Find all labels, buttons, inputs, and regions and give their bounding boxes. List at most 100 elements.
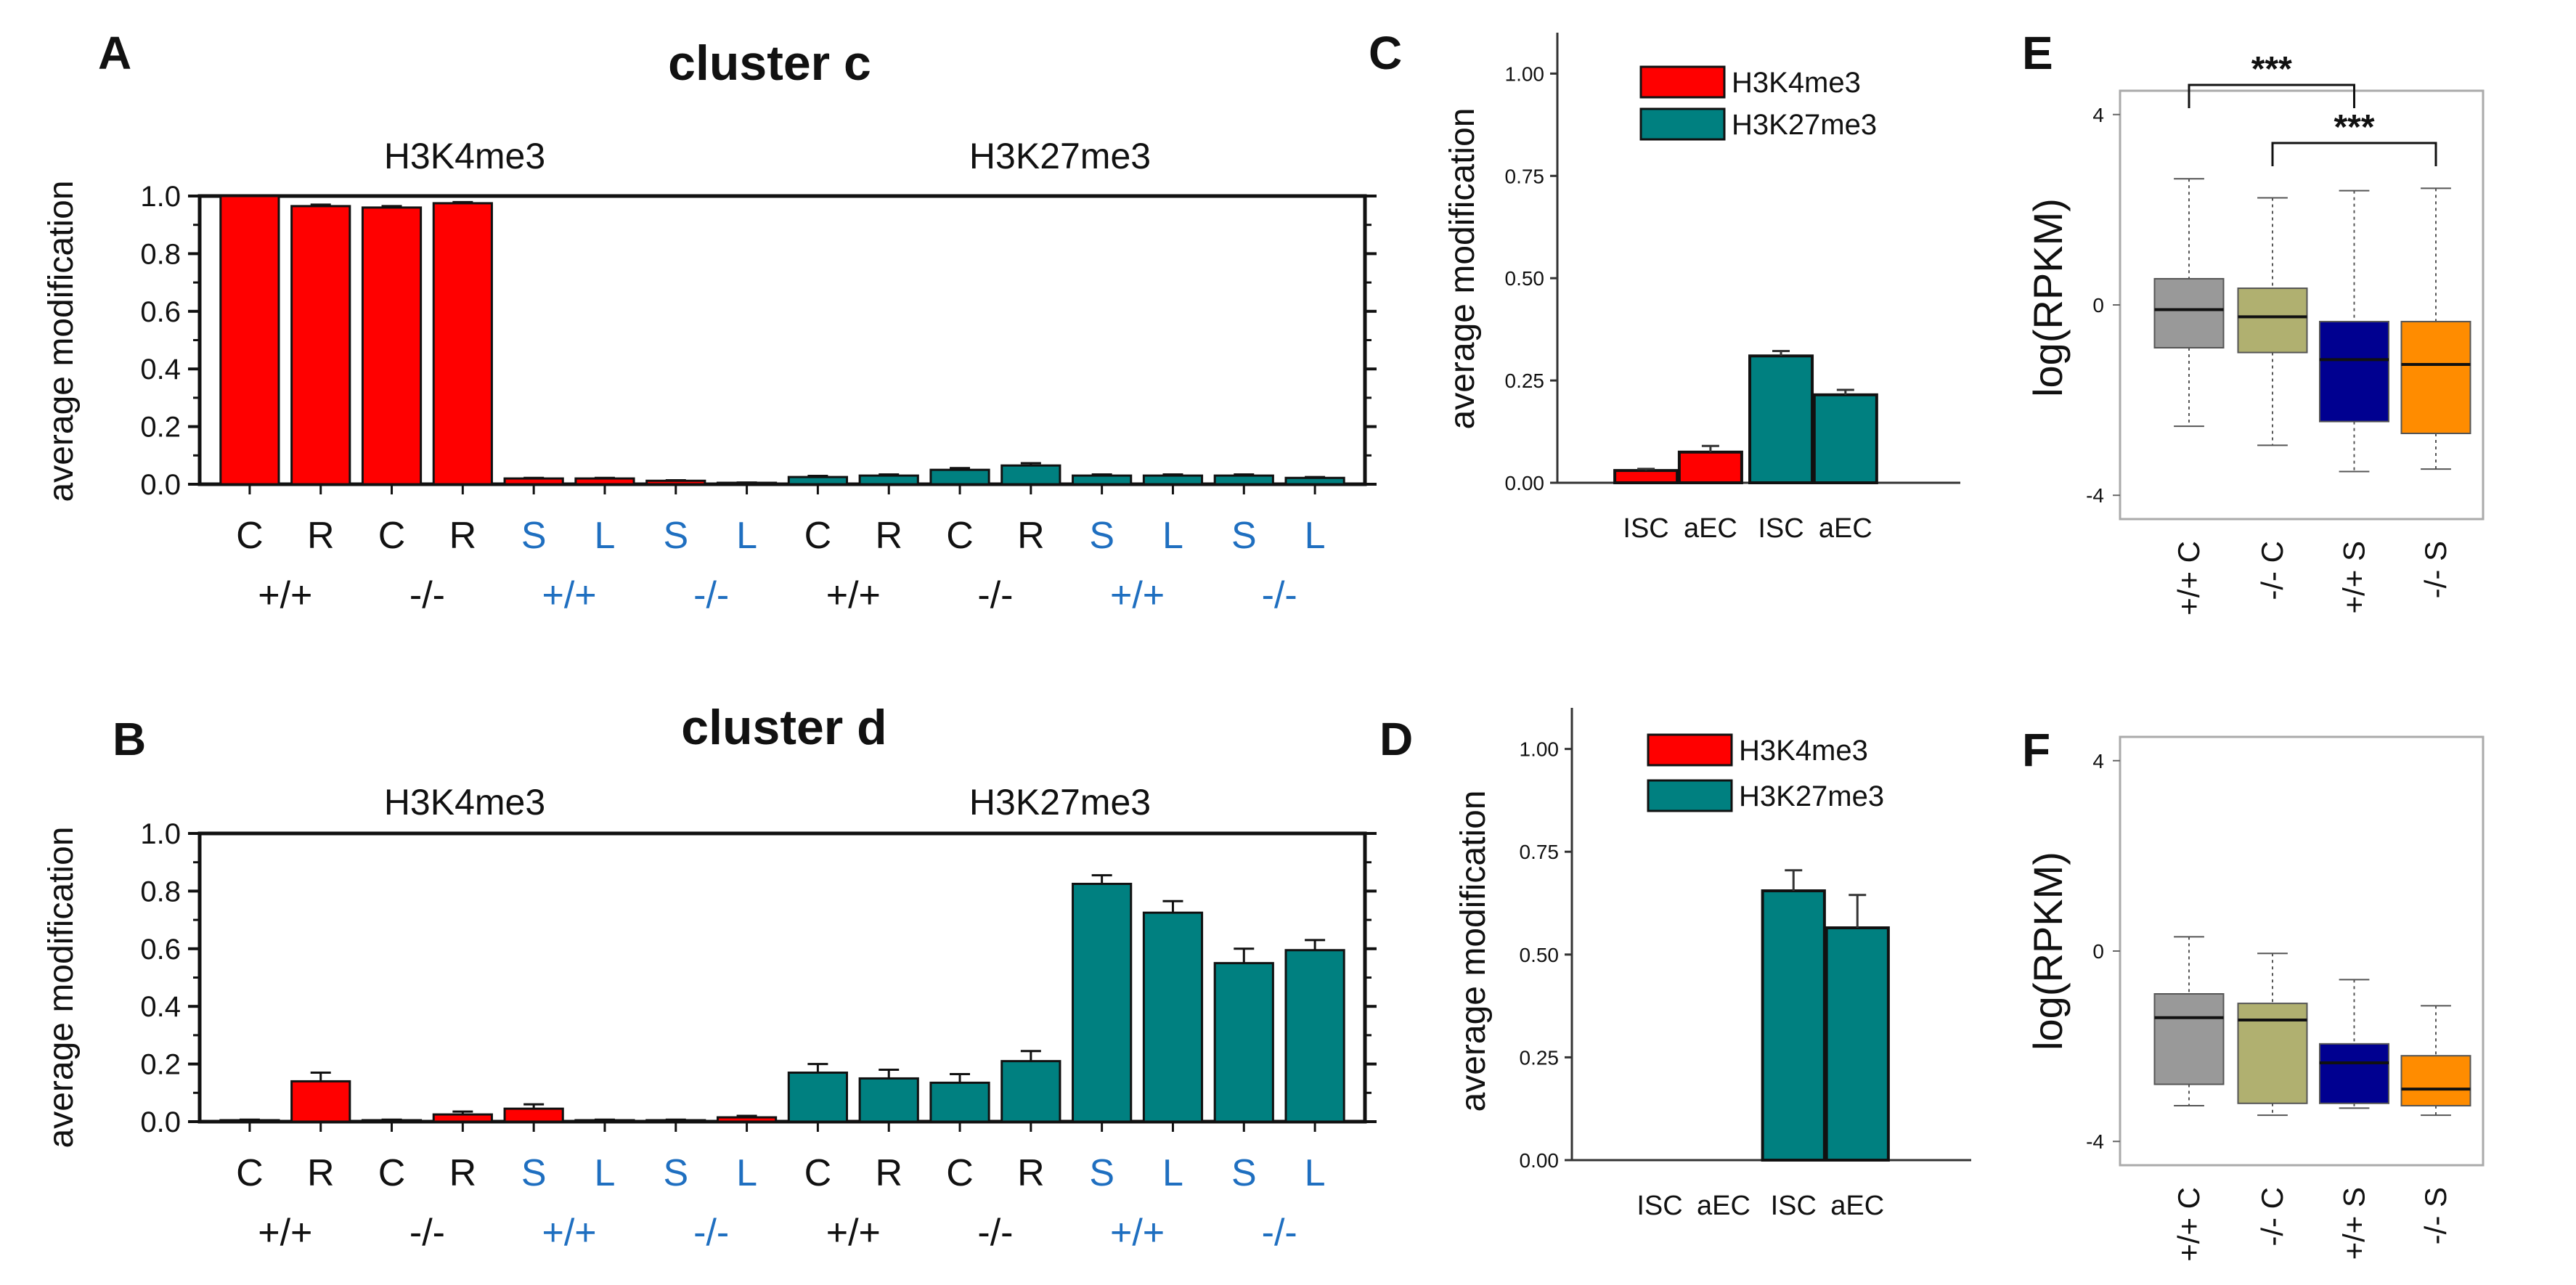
chart-a-ytick-label-2: 0.4: [140, 354, 181, 386]
chart-c-xtick-label-0: ISC: [1623, 513, 1668, 544]
legend-label-d-h3k4me3: H3K4me3: [1739, 735, 1868, 767]
chart-b-xtick-label-2: C: [378, 1152, 406, 1194]
chart-c-ytick-label-0: 0.00: [1505, 472, 1545, 494]
chart-a-xtick-label-6: S: [663, 515, 688, 557]
chart-f-box-1: [2237, 1003, 2308, 1104]
chart-b-ytick-label-5: 1.0: [140, 818, 181, 850]
chart-b-xtick-label-0: C: [236, 1152, 264, 1194]
group-label-b-h3k4me3: H3K4me3: [384, 782, 545, 823]
chart-b-bar-7: [716, 1116, 778, 1123]
chart-d-bar-3: [1825, 926, 1890, 1162]
chart-e-ytick-label-1: 0: [2092, 294, 2104, 317]
chart-b-bar-13: [1142, 911, 1204, 1123]
chart-b-genotype-label-2: +/+: [542, 1212, 596, 1254]
chart-d-ytick-label-1: 0.25: [1520, 1046, 1560, 1069]
chart-a-xtick-label-3: R: [449, 515, 477, 557]
chart-b-xtick-label-6: S: [663, 1152, 688, 1194]
chart-b-xtick-label-14: S: [1231, 1152, 1257, 1194]
chart-e-ytick-label-2: -4: [2086, 484, 2104, 507]
chart-b-ytick-label-2: 0.4: [140, 991, 181, 1023]
chart-a-ytick-label-0: 0.0: [140, 469, 181, 501]
chart-d-bar-2: [1761, 889, 1826, 1162]
panel-label-b: B: [113, 713, 146, 765]
chart-b-xtick-label-1: R: [307, 1152, 335, 1194]
chart-a-genotype-label-6: +/+: [1110, 574, 1165, 616]
chart-a-bar-11: [1000, 464, 1061, 486]
chart-a-xtick-label-9: R: [875, 515, 902, 557]
chart-b-xtick-label-13: L: [1162, 1152, 1183, 1194]
chart-a-xtick-label-12: S: [1089, 515, 1114, 557]
chart-b-genotype-label-5: -/-: [977, 1212, 1013, 1254]
chart-b-xtick-label-15: L: [1305, 1152, 1326, 1194]
chart-e-box-0: [2153, 277, 2225, 349]
chart-a-bar-6: [645, 479, 706, 486]
group-label-a-h3k4me3: H3K4me3: [384, 136, 545, 176]
chart-e-xtick-label-2: +/+ S: [2337, 541, 2371, 613]
chart-b-ytick-label-1: 0.2: [140, 1049, 181, 1081]
chart-a-bar-1: [290, 205, 351, 486]
panel-label-e: E: [2022, 27, 2053, 79]
chart-a-xtick-label-4: S: [521, 515, 547, 557]
chart-b-genotype-label-6: +/+: [1110, 1212, 1165, 1254]
chart-a-genotype-label-3: -/-: [693, 574, 729, 616]
chart-b-xtick-label-5: L: [595, 1152, 616, 1194]
chart-d-xtick-label-2: ISC: [1771, 1191, 1817, 1221]
chart-b-bar-4: [503, 1107, 564, 1123]
panel-label-c: C: [1369, 27, 1402, 79]
chart-e-significance-stars-1: ***: [2334, 108, 2374, 147]
chart-c-xtick-label-1: aEC: [1684, 513, 1737, 544]
chart-d-xtick-label-0: ISC: [1637, 1191, 1682, 1221]
chart-f-ytick-label-1: 0: [2092, 940, 2104, 963]
panel-label-d: D: [1379, 713, 1413, 765]
chart-a-genotype-label-0: +/+: [258, 574, 312, 616]
chart-c-xtick-label-3: aEC: [1819, 513, 1872, 544]
chart-b-xtick-label-8: C: [804, 1152, 832, 1194]
chart-b-bar-15: [1284, 949, 1345, 1123]
chart-d-ytick-label-2: 0.50: [1520, 944, 1560, 966]
legend-swatch-c-h3k27me3: [1639, 107, 1726, 141]
chart-f-xtick-label-2: +/+ S: [2337, 1187, 2371, 1260]
chart-b-ytick-label-4: 0.8: [140, 876, 181, 907]
chart-e-box-3: [2400, 320, 2471, 435]
chart-a-xtick-label-2: C: [378, 515, 406, 557]
chart-d-xtick-label-1: aEC: [1697, 1191, 1750, 1221]
chart-b-genotype-label-0: +/+: [258, 1212, 312, 1254]
chart-b-xtick-label-9: R: [875, 1152, 902, 1194]
chart-a-genotype-label-5: -/-: [977, 574, 1013, 616]
chart-f-box-2: [2319, 1043, 2389, 1104]
chart-a-bar-9: [858, 474, 919, 486]
group-label-b-h3k27me3: H3K27me3: [969, 782, 1151, 823]
chart-title-b: cluster d: [681, 700, 886, 755]
chart-e-ytick-label-0: 4: [2092, 104, 2104, 126]
y-axis-title-c: average modification: [1443, 108, 1482, 430]
panel-label-a: A: [98, 27, 131, 79]
chart-b-ytick-label-0: 0.0: [140, 1106, 181, 1138]
chart-a-bar-10: [929, 468, 990, 486]
chart-b-xtick-label-11: R: [1017, 1152, 1045, 1194]
chart-a-xtick-label-13: L: [1162, 515, 1183, 557]
legend-label-c-h3k27me3: H3K27me3: [1732, 109, 1877, 141]
chart-f-box-3: [2400, 1055, 2471, 1107]
plot-area-c: 0.00 0.25 0.50 0.75 1.00 ISC aEC ISC aEC: [1505, 33, 1960, 544]
chart-b-bar-9: [858, 1077, 919, 1123]
chart-f-box-0: [2153, 993, 2225, 1085]
chart-e-xtick-label-0: +/+ C: [2172, 541, 2206, 616]
y-axis-title-e: log(RPKM): [2025, 198, 2071, 397]
chart-a-genotype-label-7: -/-: [1262, 574, 1297, 616]
chart-b-genotype-label-1: -/-: [409, 1212, 445, 1254]
chart-a-xtick-label-11: R: [1017, 515, 1045, 557]
chart-b-xtick-label-12: S: [1089, 1152, 1114, 1194]
legend-swatch-d-h3k4me3: [1647, 733, 1733, 767]
chart-f-xtick-label-3: -/- S: [2418, 1187, 2453, 1244]
group-label-a-h3k27me3: H3K27me3: [969, 136, 1151, 176]
chart-title-a: cluster c: [668, 36, 871, 91]
chart-a-bar-13: [1142, 474, 1204, 486]
plot-area-d: 0.00 0.25 0.50 0.75 1.00 ISC aEC ISC aEC: [1520, 708, 1971, 1221]
chart-a-bar-15: [1284, 476, 1345, 486]
chart-b-xtick-label-4: S: [521, 1152, 547, 1194]
chart-f-xtick-label-1: -/- C: [2255, 1187, 2289, 1247]
chart-c-bar-3: [1812, 393, 1878, 484]
chart-b-ytick-label-3: 0.6: [140, 934, 181, 966]
panel-label-f: F: [2022, 724, 2050, 776]
chart-a-xtick-label-8: C: [804, 515, 832, 557]
